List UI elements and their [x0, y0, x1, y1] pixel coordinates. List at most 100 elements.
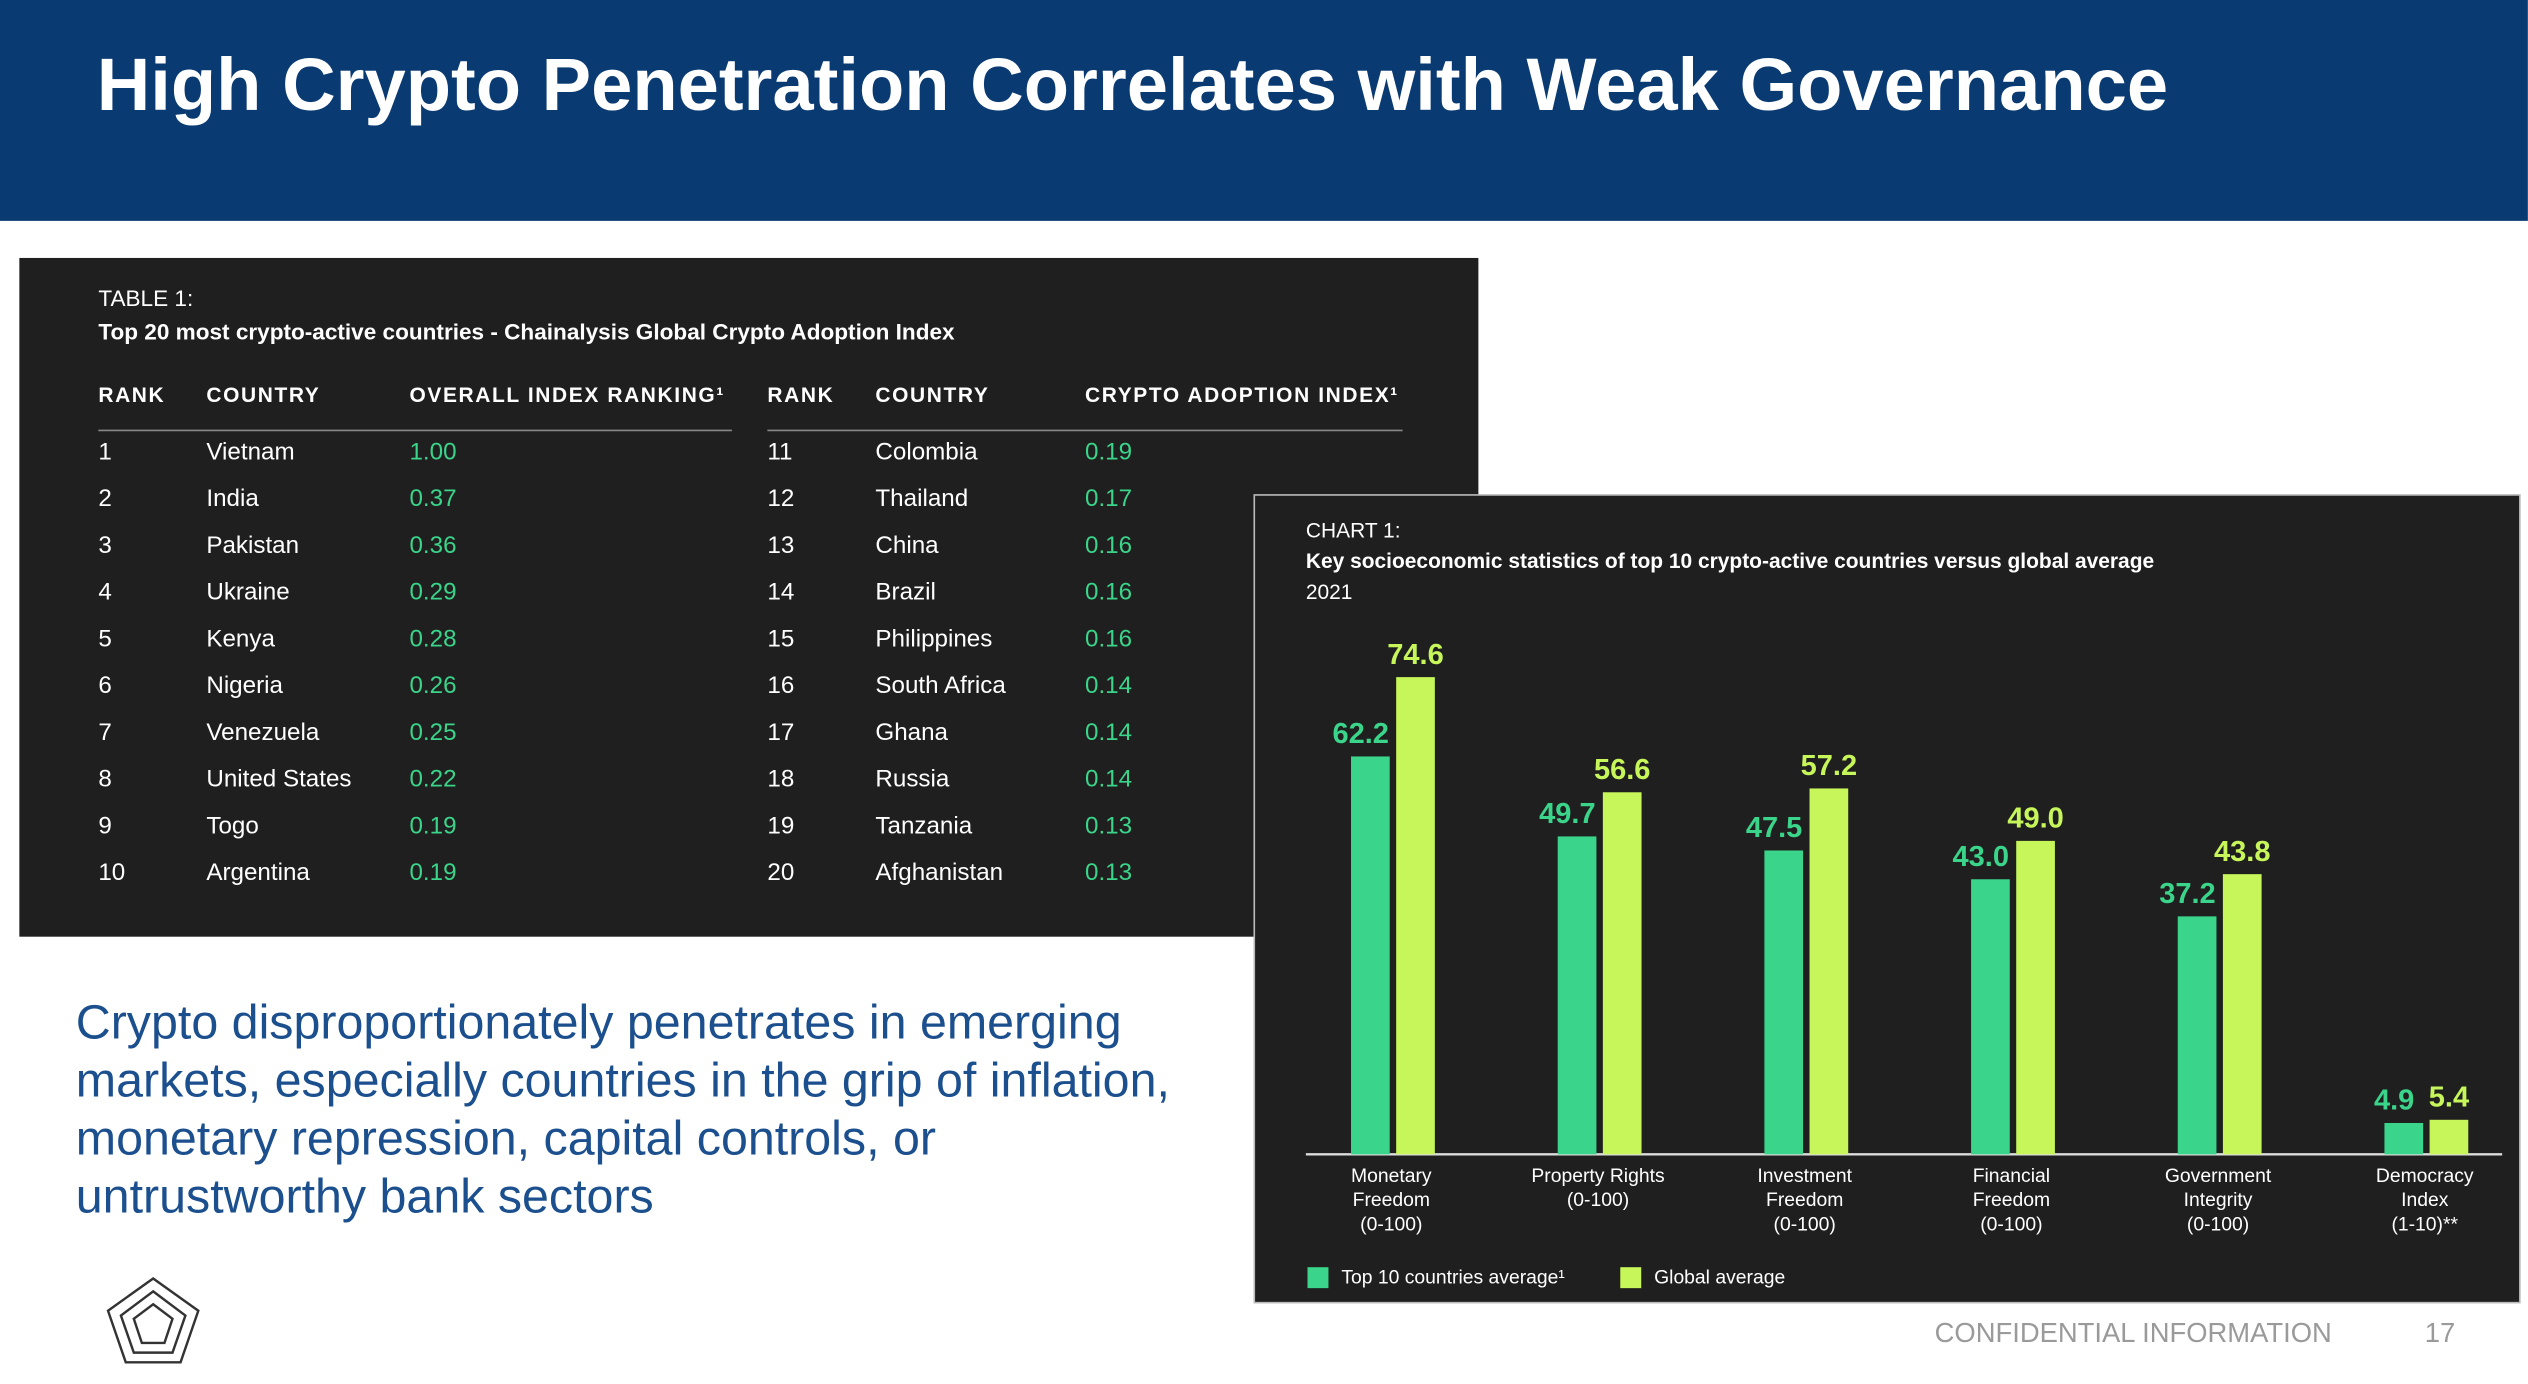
table-cell: Afghanistan	[875, 859, 1003, 886]
table-cell: 3	[98, 532, 111, 559]
bar	[1602, 792, 1642, 1155]
confidential-label: CONFIDENTIAL INFORMATION	[1935, 1317, 2332, 1348]
table-cell: Russia	[875, 766, 949, 793]
body-text: Crypto disproportionately penetrates in …	[75, 996, 1170, 1224]
table-cell: United States	[206, 766, 351, 793]
table-cell: 19	[767, 812, 794, 839]
x-tick-label: Democracy Index (1-10)**	[2376, 1165, 2474, 1235]
chart-title: Key socioeconomic statistics of top 10 c…	[1306, 550, 2154, 573]
legend-label: Top 10 countries average¹	[1341, 1267, 1565, 1289]
header-band	[0, 0, 2528, 221]
table-cell: 5	[98, 625, 111, 652]
value-label: 49.0	[2007, 803, 2063, 835]
table-cell: Colombia	[875, 438, 978, 465]
table-cell: Brazil	[875, 579, 935, 606]
table-cell: 0.17	[1085, 485, 1132, 512]
table-cell: Tanzania	[875, 812, 972, 839]
bar	[1557, 836, 1597, 1155]
x-tick-label: Property Rights (0-100)	[1531, 1165, 1664, 1211]
table-cell: 10	[98, 859, 125, 886]
table-cell: Togo	[206, 812, 258, 839]
table-cell: 0.22	[409, 766, 456, 793]
table-cell: 0.26	[409, 672, 456, 699]
table-cell: 4	[98, 579, 111, 606]
table-cell: 1.00	[409, 438, 456, 465]
table-cell: 0.14	[1085, 672, 1132, 699]
table-cell: 0.19	[409, 859, 456, 886]
bar	[1971, 879, 2010, 1155]
x-tick-label: Monetary Freedom (0-100)	[1351, 1165, 1432, 1235]
value-label: 74.6	[1387, 639, 1443, 671]
chart-label: CHART 1:	[1306, 520, 1401, 543]
table-header: COUNTRY	[875, 384, 989, 407]
value-label: 62.2	[1332, 718, 1388, 750]
chart-panel	[1253, 494, 2521, 1304]
table-cell: 16	[767, 672, 794, 699]
table-cell: 1	[98, 438, 111, 465]
table-label: TABLE 1:	[98, 286, 193, 311]
bar	[2384, 1122, 2424, 1155]
x-tick-label: Government Integrity (0-100)	[2165, 1165, 2272, 1235]
table-cell: India	[206, 485, 259, 512]
bar	[2016, 840, 2055, 1155]
table-cell: Pakistan	[206, 532, 299, 559]
table-header: RANK	[98, 384, 165, 407]
table-header: COUNTRY	[206, 384, 320, 407]
table-cell: 0.13	[1085, 812, 1132, 839]
table-cell: 15	[767, 625, 794, 652]
table-cell: 13	[767, 532, 794, 559]
table-cell: 9	[98, 812, 111, 839]
table-header: CRYPTO ADOPTION INDEX¹	[1085, 384, 1399, 407]
table-cell: Nigeria	[206, 672, 283, 699]
table-cell: 0.25	[409, 719, 456, 746]
table-cell: 0.16	[1085, 532, 1132, 559]
table-header: OVERALL INDEX RANKING¹	[409, 384, 724, 407]
value-label: 43.8	[2214, 836, 2270, 868]
legend-label: Global average	[1654, 1267, 1785, 1289]
table-cell: 17	[767, 719, 794, 746]
table-cell: 11	[767, 438, 792, 465]
table-cell: 0.16	[1085, 579, 1132, 606]
bar	[2222, 874, 2262, 1155]
value-label: 43.0	[1953, 841, 2009, 873]
table-cell: 8	[98, 766, 111, 793]
value-label: 5.4	[2429, 1081, 2469, 1113]
table-cell: 7	[98, 719, 111, 746]
table-panel	[19, 257, 1479, 937]
table-cell: Thailand	[875, 485, 968, 512]
table-cell: 0.19	[409, 812, 456, 839]
bar	[1396, 677, 1435, 1155]
table-cell: Ukraine	[206, 579, 289, 606]
value-label: 47.5	[1746, 812, 1802, 844]
logo	[106, 1276, 200, 1364]
bar	[1809, 788, 1849, 1155]
table-header: RANK	[767, 384, 834, 407]
slide-title: High Crypto Penetration Correlates with …	[97, 43, 2168, 126]
table-cell: Argentina	[206, 859, 310, 886]
table-cell: Philippines	[875, 625, 992, 652]
x-tick-label: Investment Freedom (0-100)	[1757, 1165, 1852, 1235]
bar	[2177, 916, 2217, 1155]
table-cell: 14	[767, 579, 794, 606]
table-cell: Vietnam	[206, 438, 294, 465]
bar	[2429, 1119, 2469, 1155]
table-cell: 0.16	[1085, 625, 1132, 652]
table-cell: 0.37	[409, 485, 456, 512]
table-cell: Kenya	[206, 625, 275, 652]
value-label: 4.9	[2374, 1085, 2414, 1117]
bar	[1764, 850, 1804, 1155]
table-cell: 0.14	[1085, 766, 1132, 793]
table-cell: 0.13	[1085, 859, 1132, 886]
value-label: 56.6	[1594, 754, 1650, 786]
table-cell: 0.28	[409, 625, 456, 652]
table-cell: 0.14	[1085, 719, 1132, 746]
table-cell: 12	[767, 485, 794, 512]
value-label: 37.2	[2159, 878, 2215, 910]
table-cell: Venezuela	[206, 719, 319, 746]
x-tick-label: Financial Freedom (0-100)	[1973, 1165, 2050, 1235]
table-cell: 18	[767, 766, 794, 793]
table-cell: 0.36	[409, 532, 456, 559]
bar	[1351, 756, 1390, 1155]
